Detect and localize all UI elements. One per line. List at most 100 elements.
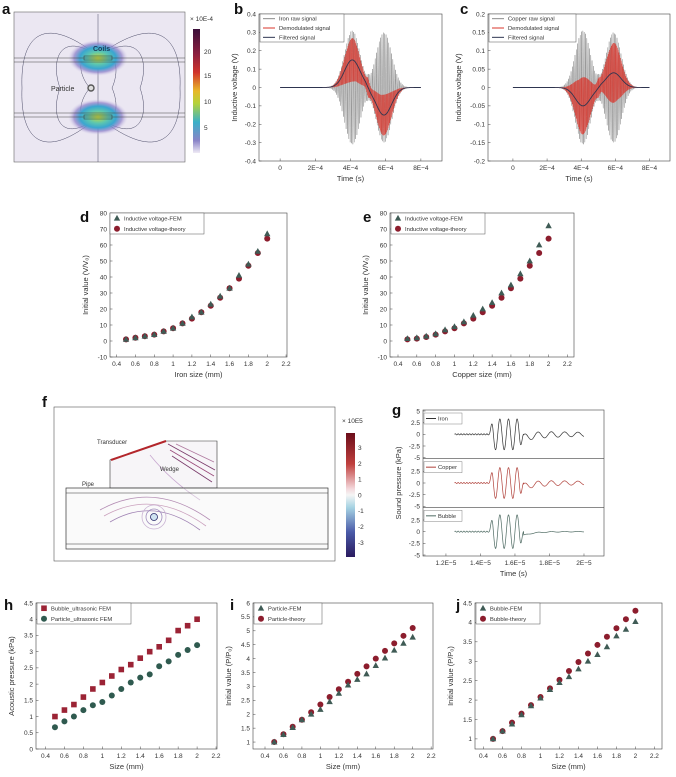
y-tick-label: 10 (100, 322, 108, 329)
data-point (216, 292, 224, 299)
legend-box (475, 602, 541, 625)
y-tick-label: 2 (29, 681, 33, 688)
subplot-iron: -5 -2.5 0 2.5 5 Iron (409, 408, 585, 462)
x-tick-label: 0.6 (412, 361, 421, 368)
data-point (137, 674, 144, 681)
colorbar-f-ticks: 3 2 1 0 -1 -2 -3 (358, 445, 364, 547)
data-point (498, 294, 505, 301)
x-tick-label: 2.2 (563, 361, 572, 368)
data-point (137, 655, 144, 661)
y-tick-label: 0 (481, 85, 485, 92)
tube-walls (14, 57, 185, 118)
pipe-label: Pipe (82, 482, 95, 488)
data-point (488, 299, 496, 305)
x-axis-label: Size (mm) (326, 762, 361, 771)
y-tick-label: 20 (380, 306, 388, 313)
colorbar-f-unit: × 10E5 (342, 418, 363, 425)
panel-label-j: j (455, 597, 460, 614)
y-tick-label: 2.5 (411, 469, 420, 476)
data-point (194, 616, 200, 623)
subplot-copper: -5 -2.5 0 2.5 Copper (409, 458, 604, 511)
y-tick-label: 0.1 (247, 66, 256, 73)
data-point (109, 673, 115, 679)
data-point (70, 713, 77, 720)
y-tick-label: 5 (246, 628, 250, 635)
data-point (404, 335, 411, 341)
y-tick-label: 80 (100, 210, 108, 217)
legend-marker-circle (114, 225, 120, 232)
data-point (61, 707, 68, 713)
x-axis-label: Time (s) (565, 174, 593, 183)
wedge-label: Wedge (160, 467, 180, 473)
series-inductive-voltage-theory (404, 235, 552, 343)
data-point (499, 727, 506, 734)
y-tick-label: -0.2 (474, 158, 486, 165)
colorbar-f (346, 433, 355, 557)
legend-marker-triangle (394, 214, 402, 221)
colorbar-f-tick: 0 (358, 492, 362, 499)
y-tick-label: 3.5 (463, 639, 472, 646)
data-point (391, 646, 398, 653)
plot-frame (474, 602, 663, 750)
legend-marker-triangle (257, 604, 265, 611)
subplot-bubble: -5 -2.5 0 2.5 Bubble (409, 507, 604, 559)
y-tick-label: 0.2 (247, 48, 256, 55)
legend-entry: Inductive voltage-FEM (124, 216, 182, 222)
data-point (381, 654, 389, 661)
legend-box (390, 212, 486, 235)
coils-label: Coils (93, 46, 110, 53)
chart-panel-j: j 0.4 0.6 0.8 1 1.2 1.4 1.6 1.8 2 2.2 Size (mm) Init… (446, 597, 663, 771)
legend-box (423, 510, 463, 522)
panel-label-h: h (4, 597, 13, 614)
x-tick-label: 0 (511, 165, 515, 172)
data-point (122, 336, 130, 342)
x-tick-label: 1.6E−5 (505, 560, 526, 567)
x-tick-label: 1.2 (117, 753, 126, 760)
data-point (52, 713, 58, 720)
data-point (603, 633, 610, 640)
y-tick-label: 0 (383, 338, 387, 345)
x-tick-label: 1.4E−5 (470, 560, 491, 567)
y-tick-label: 2.5 (24, 665, 33, 672)
x-tick-label: 0.8 (297, 753, 306, 760)
colorbar-f-tick: -3 (358, 540, 364, 547)
x-tick-label: 1 (101, 753, 105, 760)
y-tick-label: 2.5 (463, 678, 472, 685)
x-tick-label: 1.6 (371, 753, 380, 760)
x-tick-label: 1.8E−5 (539, 560, 560, 567)
x-tick-label: 2 (265, 361, 269, 368)
data-point (317, 706, 324, 712)
x-tick-label: 1.8 (244, 361, 253, 368)
x-tick-label: 0.8 (150, 361, 159, 368)
y-tick-label: 10 (380, 322, 388, 329)
y-tick-label: -0.15 (470, 140, 485, 147)
data-point (99, 679, 106, 686)
data-point (226, 284, 233, 291)
legend-entry: Demodulated signal (279, 26, 330, 32)
x-tick-label: 1 (539, 753, 543, 760)
y-tick-label: -0.4 (245, 158, 257, 165)
plot-frame (422, 409, 605, 557)
data-point (108, 692, 115, 699)
data-point (400, 639, 407, 646)
y-tick-label: -5 (414, 455, 420, 462)
y-tick-label: 40 (380, 274, 388, 281)
data-point (335, 686, 342, 693)
x-tick-label: 2.2 (650, 753, 659, 760)
data-point (160, 328, 167, 334)
x-tick-label: 8E−4 (413, 165, 429, 172)
y-tick-label: 60 (100, 242, 108, 249)
data-point (391, 640, 398, 647)
colorbar-a-tick: 20 (204, 49, 212, 56)
data-point (613, 625, 620, 632)
x-tick-label: 0.8 (79, 753, 88, 760)
y-tick-label: -0.05 (470, 103, 485, 110)
data-point (254, 248, 262, 254)
legend-entry: Copper (438, 465, 457, 471)
y-tick-label: 70 (100, 226, 108, 233)
data-point (169, 324, 177, 331)
chart-panel-h: h 0.4 0.6 0.8 1 1.2 1.4 1.6 1.8 2 2.2 Size (mm) Acou… (4, 597, 221, 771)
series-particle-fem (271, 633, 416, 745)
x-tick-label: 6E−4 (608, 165, 624, 172)
y-tick-label: 2 (468, 697, 472, 704)
